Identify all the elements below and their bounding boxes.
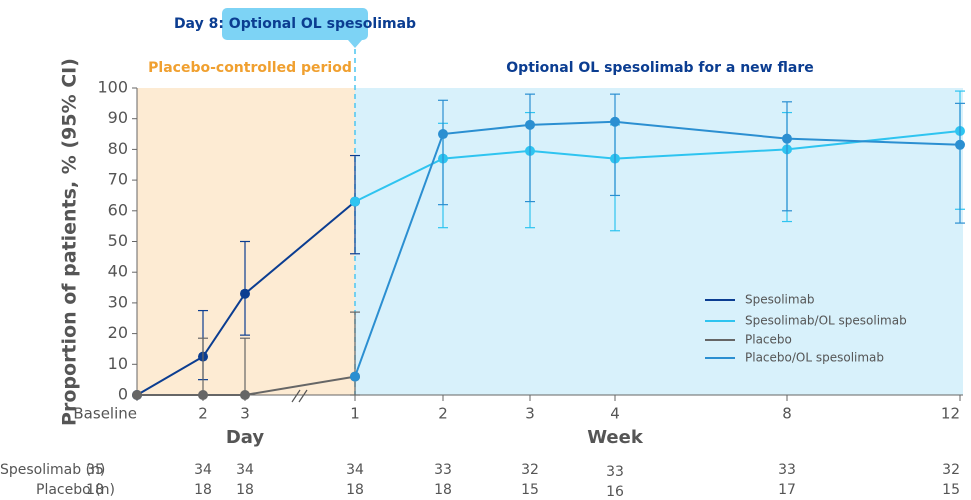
marker-box: [222, 8, 368, 40]
x-tick-label: 2: [198, 405, 208, 423]
y-tick-label: 0: [118, 385, 128, 404]
error-bar: [782, 101, 792, 212]
x-tick-label: Baseline: [73, 405, 137, 423]
y-tick-label: 70: [108, 170, 128, 189]
period2-label: Optional OL spesolimab for a new flare: [506, 60, 813, 76]
axis-break: [291, 389, 308, 403]
y-axis-label: Proportion of patients, % (95% CI): [59, 58, 81, 426]
table-cell: 32: [521, 462, 539, 478]
y-tick-label: 40: [108, 262, 128, 281]
error-bar: [525, 93, 535, 203]
table-cell: 33: [434, 462, 452, 478]
table-cell: 33: [606, 464, 624, 480]
y-tick-label: 10: [108, 354, 128, 373]
y-tick-label: 20: [108, 323, 128, 342]
table-cell: 35: [86, 462, 104, 478]
error-bar: [240, 240, 250, 336]
table-cell: 16: [606, 484, 624, 500]
period1-label: Placebo-controlled period: [148, 60, 352, 76]
data-point: [955, 139, 965, 150]
table-cell: 18: [346, 482, 364, 498]
table-cell: 34: [194, 462, 212, 478]
series-line: [137, 375, 356, 396]
y-tick-label: 100: [97, 78, 128, 97]
series-line: [354, 129, 961, 203]
data-point: [198, 390, 208, 400]
x-tick-label: 12: [941, 405, 960, 423]
table-cell: 32: [942, 462, 960, 478]
table-cell: 15: [942, 482, 960, 498]
data-point: [782, 133, 792, 144]
legend-label: Spesolimab: [745, 293, 815, 307]
ol-period-shade: [355, 88, 963, 395]
data-point: [240, 390, 250, 400]
legend-label: Placebo/OL spesolimab: [745, 351, 884, 365]
data-point: [132, 390, 142, 400]
table-cell: 33: [778, 462, 796, 478]
table-row-label: Spesolimab (n): [0, 462, 105, 478]
series-line: [136, 200, 356, 396]
table-cell: 34: [346, 462, 364, 478]
y-tick-label: 30: [108, 292, 128, 311]
table-cell: 15: [521, 482, 539, 498]
table-cell: 34: [236, 462, 254, 478]
table-row-label: Placebo (n): [36, 482, 115, 498]
data-point: [350, 196, 360, 207]
legend-label: Placebo: [745, 333, 792, 347]
x-group-label: Week: [587, 427, 644, 448]
x-group-label: Day: [226, 427, 265, 448]
error-bar: [610, 93, 620, 197]
error-bar: [955, 102, 965, 224]
x-tick-label: 3: [240, 405, 250, 423]
table-cell: 18: [236, 482, 254, 498]
data-point: [525, 119, 535, 130]
marker-arrow: [348, 40, 362, 48]
legend-label: Spesolimab/OL spesolimab: [745, 314, 907, 328]
table-cell: 18: [86, 482, 104, 498]
table-cell: 17: [778, 482, 796, 498]
data-point: [350, 371, 360, 382]
y-tick-label: 90: [108, 108, 128, 127]
y-tick-label: 60: [108, 200, 128, 219]
x-tick-label: 3: [525, 405, 535, 423]
x-tick-label: 2: [438, 405, 448, 423]
x-tick-label: 1: [350, 405, 360, 423]
error-bar: [438, 99, 448, 206]
table-cell: 18: [194, 482, 212, 498]
data-point: [240, 288, 250, 299]
data-point: [438, 129, 448, 140]
x-tick-label: 8: [782, 405, 792, 423]
table-cell: 18: [434, 482, 452, 498]
marker-text: Day 8: Optional OL spesolimab: [174, 16, 416, 32]
y-tick-label: 80: [108, 139, 128, 158]
data-point: [610, 116, 620, 127]
series-line: [354, 120, 961, 377]
y-tick-label: 50: [108, 231, 128, 250]
x-tick-label: 4: [610, 405, 620, 423]
